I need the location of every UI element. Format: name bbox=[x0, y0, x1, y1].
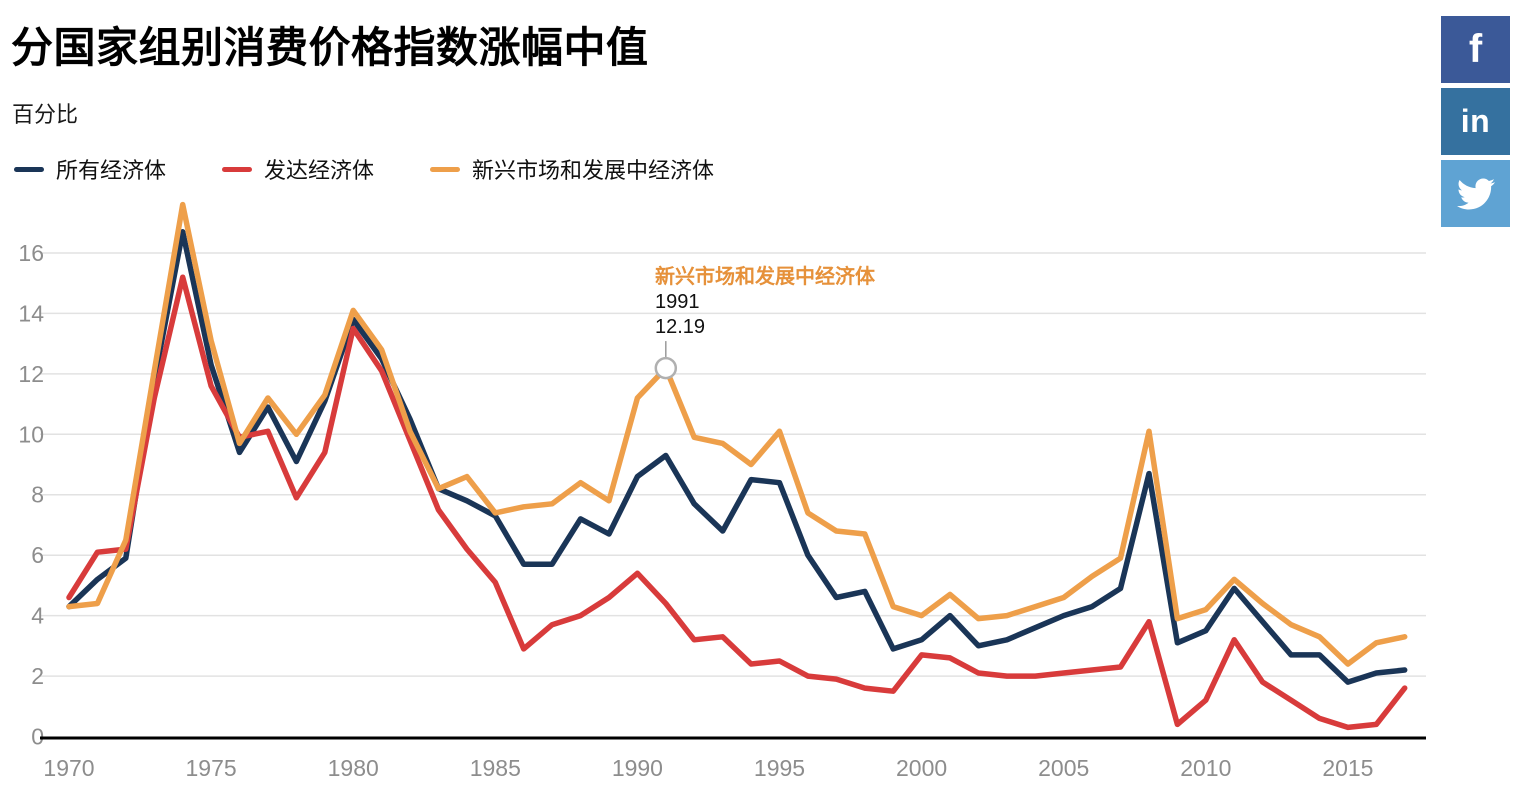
facebook-share-button[interactable]: f bbox=[1441, 16, 1510, 83]
twitter-icon bbox=[1456, 178, 1495, 209]
legend-label-all-economies: 所有经济体 bbox=[56, 158, 167, 183]
y-tick-label: 6 bbox=[31, 542, 44, 568]
legend-label-advanced-economies: 发达经济体 bbox=[264, 158, 375, 183]
x-tick-label: 2015 bbox=[1322, 755, 1373, 781]
axis-unit-label: 百分比 bbox=[12, 102, 79, 127]
tooltip-year: 1991 bbox=[655, 291, 700, 313]
legend-item-all-economies: 所有经济体 bbox=[14, 153, 166, 185]
y-tick-label: 4 bbox=[31, 603, 44, 629]
y-tick-label: 8 bbox=[31, 482, 44, 508]
y-tick-label: 10 bbox=[18, 421, 44, 447]
legend-swatch-emerging-economies bbox=[430, 166, 461, 172]
legend: 所有经济体 发达经济体 新兴市场和发展中经济体 bbox=[14, 153, 714, 185]
x-tick-label: 2005 bbox=[1038, 755, 1089, 781]
series-line-2[interactable] bbox=[66, 201, 1408, 667]
series-line-1[interactable] bbox=[66, 274, 1408, 731]
page-title: 分国家组别消费价格指数涨幅中值 bbox=[11, 24, 649, 71]
x-tick-label: 2000 bbox=[896, 755, 947, 781]
series-line-0[interactable] bbox=[66, 229, 1408, 685]
x-tick-label: 1980 bbox=[328, 755, 379, 781]
y-tick-label: 12 bbox=[18, 361, 44, 387]
legend-swatch-all-economies bbox=[14, 166, 44, 172]
twitter-share-button[interactable] bbox=[1441, 160, 1510, 227]
y-tick-label: 2 bbox=[31, 663, 44, 689]
legend-item-advanced-economies: 发达经济体 bbox=[222, 153, 374, 185]
tooltip-series-name: 新兴市场和发展中经济体 bbox=[655, 266, 875, 288]
y-tick-label: 16 bbox=[18, 240, 44, 266]
share-buttons: f in bbox=[1441, 16, 1510, 227]
y-tick-label: 14 bbox=[18, 300, 44, 326]
x-tick-label: 2010 bbox=[1180, 755, 1231, 781]
x-tick-label: 1995 bbox=[754, 755, 805, 781]
legend-label-emerging-economies: 新兴市场和发展中经济体 bbox=[472, 158, 715, 183]
tooltip-value: 12.19 bbox=[655, 316, 706, 338]
legend-swatch-advanced-economies bbox=[222, 166, 253, 172]
y-tick-label: 0 bbox=[31, 724, 44, 750]
legend-item-emerging-economies: 新兴市场和发展中经济体 bbox=[430, 153, 714, 185]
facebook-icon: f bbox=[1468, 27, 1483, 71]
x-tick-label: 1970 bbox=[43, 755, 94, 781]
chart-tooltip: 新兴市场和发展中经济体 1991 12.19 bbox=[655, 265, 875, 340]
x-tick-label: 1985 bbox=[470, 755, 521, 781]
linkedin-share-button[interactable]: in bbox=[1441, 88, 1510, 155]
tooltip-marker bbox=[654, 356, 678, 380]
x-tick-label: 1990 bbox=[612, 755, 663, 781]
x-tick-label: 1975 bbox=[186, 755, 237, 781]
linkedin-icon: in bbox=[1460, 103, 1491, 139]
